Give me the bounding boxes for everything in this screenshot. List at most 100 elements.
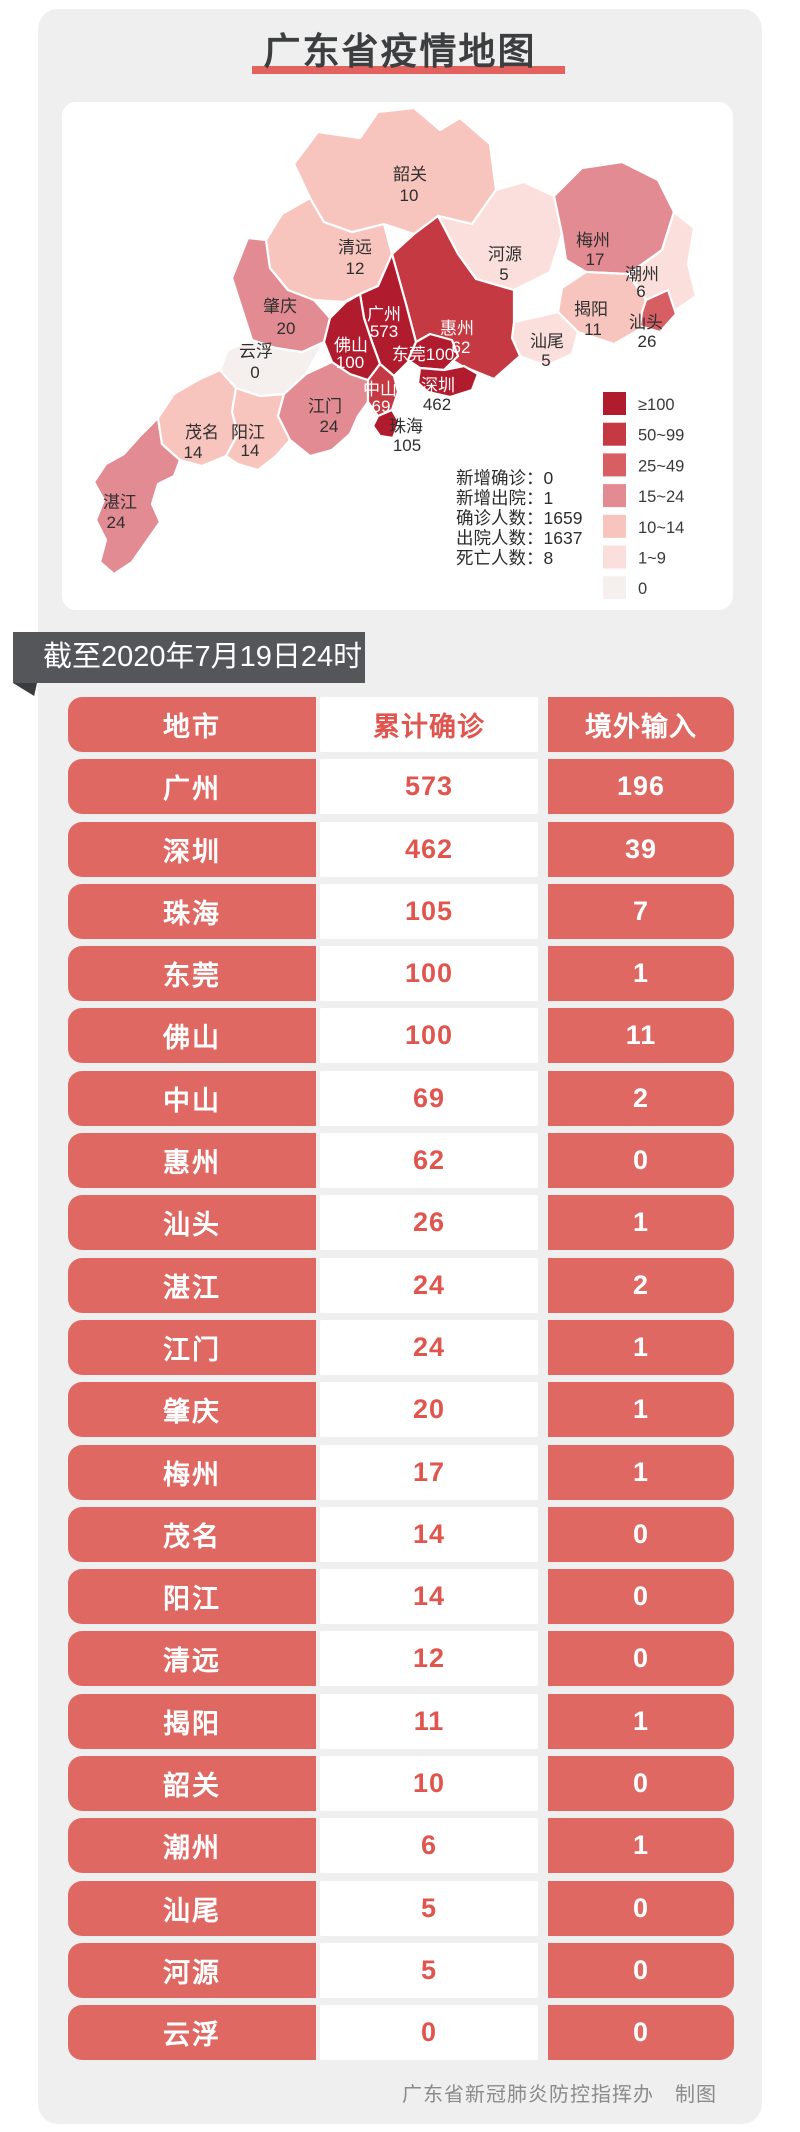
table-row: 潮州 6 1 — [68, 1818, 734, 1874]
imported-cell: 2 — [548, 1070, 734, 1126]
badge-fold-corner — [13, 683, 37, 696]
region-shaoguan — [292, 106, 498, 236]
confirmed-cell: 11 — [320, 1693, 538, 1749]
region-label-guangzhou: 广州 — [367, 305, 401, 324]
region-value-zhuhai: 105 — [393, 436, 421, 455]
legend-swatch-1 — [603, 422, 626, 446]
region-label-huizhou: 惠州 — [440, 319, 474, 338]
legend-swatch-2 — [603, 453, 626, 477]
region-value-zhanjiang: 24 — [107, 513, 126, 532]
city-cell: 韶关 — [68, 1756, 316, 1812]
confirmed-cell: 6 — [320, 1818, 538, 1874]
table-row: 广州 573 196 — [68, 759, 734, 815]
region-label-shenzhen: 深圳 — [421, 376, 455, 395]
confirmed-cell: 26 — [320, 1195, 538, 1251]
confirmed-cell: 14 — [320, 1506, 538, 1562]
legend-label-3: 15~24 — [638, 488, 684, 506]
region-value-huizhou: 62 — [452, 338, 471, 357]
table-row: 肇庆 20 1 — [68, 1382, 734, 1438]
city-cell: 云浮 — [68, 2005, 316, 2061]
region-label-zhuhai: 珠海 — [389, 417, 423, 436]
region-label-foshan: 佛山 — [334, 336, 368, 355]
region-value-heyuan: 5 — [499, 265, 508, 284]
confirmed-cell: 100 — [320, 946, 538, 1002]
table-row: 汕尾 5 0 — [68, 1880, 734, 1936]
city-cell: 珠海 — [68, 883, 316, 939]
city-cell: 河源 — [68, 1942, 316, 1998]
header-imported: 境外输入 — [548, 697, 734, 752]
imported-cell: 11 — [548, 1008, 734, 1064]
region-label-qingyuan: 清远 — [338, 238, 372, 257]
region-value-shaoguan: 10 — [400, 186, 419, 205]
region-value-maoming: 14 — [184, 443, 203, 462]
confirmed-cell: 20 — [320, 1382, 538, 1438]
imported-cell: 1 — [548, 1818, 734, 1874]
confirmed-cell: 24 — [320, 1319, 538, 1375]
legend-swatch-6 — [603, 576, 626, 600]
region-value-shanwei: 5 — [541, 351, 550, 370]
city-cell: 东莞 — [68, 946, 316, 1002]
city-cell: 湛江 — [68, 1257, 316, 1313]
table-row: 梅州 17 1 — [68, 1444, 734, 1500]
confirmed-cell: 0 — [320, 2005, 538, 2061]
region-label-zhongshan: 中山 — [363, 380, 397, 399]
region-value-jieyang: 11 — [584, 320, 602, 339]
city-cell: 清远 — [68, 1631, 316, 1687]
city-cell: 肇庆 — [68, 1382, 316, 1438]
imported-cell: 0 — [548, 1756, 734, 1812]
table-row: 佛山 100 11 — [68, 1008, 734, 1064]
header-city: 地市 — [68, 697, 316, 752]
region-zhongshan — [366, 362, 400, 418]
region-label-zhaoqing: 肇庆 — [263, 297, 297, 316]
imported-cell: 196 — [548, 759, 734, 815]
imported-cell: 0 — [548, 1506, 734, 1562]
confirmed-cell: 105 — [320, 883, 538, 939]
imported-cell: 7 — [548, 883, 734, 939]
imported-cell: 0 — [548, 2005, 734, 2061]
city-cell: 茂名 — [68, 1506, 316, 1562]
region-zhuhai — [371, 408, 401, 440]
as-of-date-badge: 截至2020年7月19日24时 — [13, 632, 365, 683]
region-foshan — [322, 292, 382, 382]
city-cell: 汕尾 — [68, 1880, 316, 1936]
map-panel: 湛江 24 茂名 14 阳江 14 云浮 0 肇庆 20 清远 12 韶关 10 河源 5 梅州 17 潮州 6 揭阳 1… — [62, 102, 733, 610]
region-value-qingyuan: 12 — [346, 259, 365, 278]
region-value-yangjiang: 14 — [241, 441, 260, 460]
region-label-maoming: 茂名 — [185, 423, 219, 442]
table-row: 韶关 10 0 — [68, 1756, 734, 1812]
confirmed-cell: 5 — [320, 1942, 538, 1998]
table-header-row: 地市 累计确诊 境外输入 — [68, 697, 734, 752]
imported-cell: 1 — [548, 1382, 734, 1438]
city-cell: 潮州 — [68, 1818, 316, 1874]
table-row: 江门 24 1 — [68, 1319, 734, 1375]
region-shenzhen — [416, 364, 480, 399]
table-row: 河源 5 0 — [68, 1942, 734, 1998]
confirmed-cell: 17 — [320, 1444, 538, 1500]
region-value-meizhou: 17 — [586, 250, 605, 269]
imported-cell: 1 — [548, 1444, 734, 1500]
imported-cell: 0 — [548, 1942, 734, 1998]
table-row: 揭阳 11 1 — [68, 1693, 734, 1749]
region-value-shantou: 26 — [638, 332, 657, 351]
city-cell: 江门 — [68, 1319, 316, 1375]
stat-line-0: 新增确诊：0 — [456, 468, 553, 488]
table-row: 清远 12 0 — [68, 1631, 734, 1687]
city-cell: 梅州 — [68, 1444, 316, 1500]
region-value-guangzhou: 573 — [370, 322, 398, 341]
imported-cell: 1 — [548, 946, 734, 1002]
region-value-zhongshan: 69 — [372, 397, 391, 416]
region-label-shanwei: 汕尾 — [530, 332, 564, 351]
stat-line-1: 新增出院：1 — [456, 488, 553, 508]
confirmed-cell: 14 — [320, 1569, 538, 1625]
confirmed-cell: 100 — [320, 1008, 538, 1064]
region-label-meizhou: 梅州 — [576, 231, 610, 250]
table-row: 云浮 0 0 — [68, 2005, 734, 2061]
confirmed-cell: 10 — [320, 1756, 538, 1812]
region-shantou — [638, 288, 678, 334]
legend-label-5: 1~9 — [638, 550, 666, 568]
confirmed-cell: 573 — [320, 759, 538, 815]
imported-cell: 0 — [548, 1631, 734, 1687]
city-cell: 惠州 — [68, 1133, 316, 1189]
case-table: 地市 累计确诊 境外输入 广州 573 196 深圳 462 39 珠海 105 7 东莞 100 1… — [68, 697, 734, 2061]
imported-cell: 0 — [548, 1880, 734, 1936]
